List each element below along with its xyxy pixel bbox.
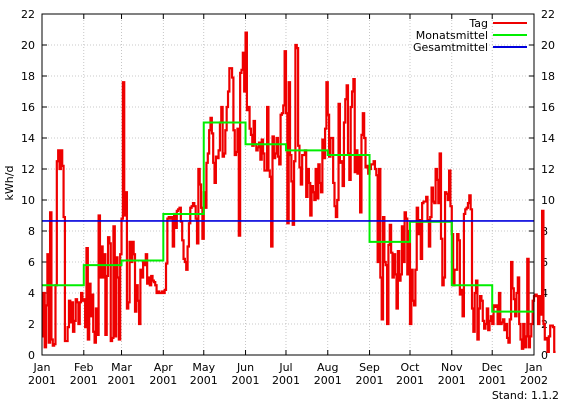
x-tick-year: 2001 [149, 374, 177, 387]
x-tick-month: May [192, 361, 215, 374]
y-tick-label: 6 [28, 256, 35, 269]
y-tick-label: 22 [21, 8, 35, 21]
plot-series [42, 31, 556, 353]
x-tick-year: 2001 [272, 374, 300, 387]
x-tick-month: Jan [525, 361, 543, 374]
y-tick-label: 0 [28, 349, 35, 362]
y-tick-label: 18 [541, 70, 555, 83]
y-tick-label: 10 [541, 194, 555, 207]
x-tick-year: 2001 [28, 374, 56, 387]
x-tick-year: 2001 [314, 374, 342, 387]
y-tick-label: 20 [21, 39, 35, 52]
y-tick-label: 18 [21, 70, 35, 83]
y-axis-left: 0 2 4 6 8 10 12 14 16 18 20 22 [21, 8, 35, 362]
x-tick-month: Jul [278, 361, 292, 374]
x-tick-year: 2001 [108, 374, 136, 387]
y-tick-label: 0 [541, 349, 548, 362]
x-tick-month: Mar [111, 361, 132, 374]
y-tick-label: 12 [21, 163, 35, 176]
y-tick-label: 8 [28, 225, 35, 238]
x-tick-year: 2001 [396, 374, 424, 387]
legend-label: Gesamtmittel [413, 41, 488, 54]
x-tick-month: Jun [236, 361, 254, 374]
legend-label: Monatsmittel [416, 29, 488, 42]
y-tick-label: 2 [28, 318, 35, 331]
x-tick-year: 2001 [438, 374, 466, 387]
y-tick-label: 4 [28, 287, 35, 300]
x-tick-year: 2001 [356, 374, 384, 387]
x-tick-month: Oct [400, 361, 420, 374]
y-tick-label: 12 [541, 163, 555, 176]
x-tick-year: 2001 [190, 374, 218, 387]
footer-stand: Stand: 1.1.2 [492, 389, 559, 400]
x-tick-year: 2001 [70, 374, 98, 387]
y-tick-label: 10 [21, 194, 35, 207]
x-tick-month: Nov [441, 361, 463, 374]
x-tick-year: 2001 [232, 374, 260, 387]
x-tick-year: 2002 [520, 374, 548, 387]
y-tick-label: 14 [541, 132, 555, 145]
y-tick-label: 16 [541, 101, 555, 114]
y-axis-label: kWh/d [3, 166, 16, 201]
y-tick-label: 22 [541, 8, 555, 21]
x-tick-month: Feb [74, 361, 93, 374]
plot-frame [41, 13, 535, 356]
x-tick-month: Dec [482, 361, 503, 374]
x-tick-month: Jan [33, 361, 51, 374]
x-tick-month: Sep [359, 361, 380, 374]
y-tick-label: 16 [21, 101, 35, 114]
legend-label: Tag [468, 17, 488, 30]
x-tick-year: 2001 [478, 374, 506, 387]
series-monatsmittel [42, 121, 534, 313]
y-tick-label: 14 [21, 132, 35, 145]
x-tick-month: Aug [317, 361, 338, 374]
x-axis: Jan2001Feb2001Mar2001Apr2001May2001Jun20… [28, 361, 548, 387]
series-tag [42, 31, 556, 353]
y-tick-label: 20 [541, 39, 555, 52]
x-tick-month: Apr [154, 361, 174, 374]
